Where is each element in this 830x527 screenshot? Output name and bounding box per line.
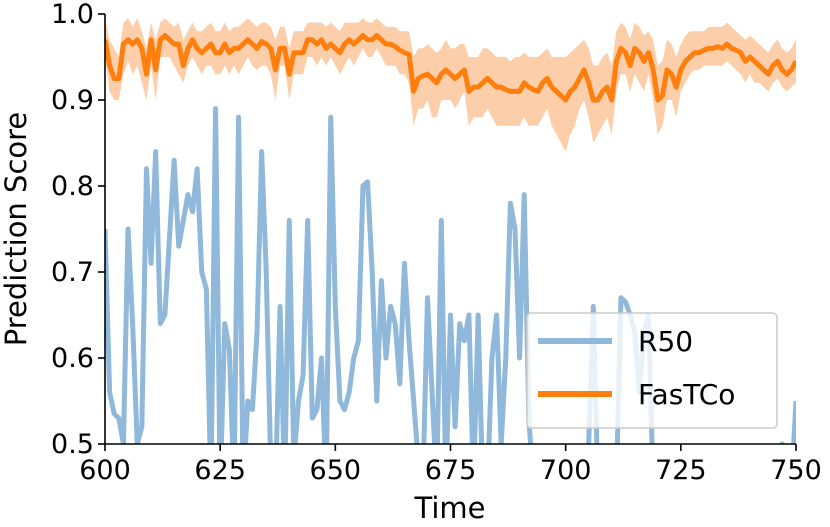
- series-lines: [105, 33, 796, 444]
- y-tick-label: 0.8: [51, 171, 94, 202]
- y-tick-label: 0.6: [51, 343, 94, 374]
- confidence-band-fastco: [105, 18, 796, 152]
- legend-label-fastco: FasTCo: [638, 378, 735, 411]
- legend: R50 FasTCo: [526, 312, 778, 429]
- fastco-confidence-band: [105, 18, 796, 152]
- y-axis-ticks: 0.5 0.6 0.7 0.8 0.9 1.0: [51, 0, 105, 460]
- y-tick-label: 0.5: [51, 429, 94, 460]
- x-tick-label: 700: [540, 455, 592, 486]
- series-line-r50: [105, 106, 796, 444]
- y-tick-label: 0.9: [51, 85, 94, 116]
- series-line-fastco: [105, 33, 796, 103]
- x-tick-label: 725: [655, 455, 707, 486]
- y-tick-label: 1.0: [51, 0, 94, 30]
- x-axis-title: Time: [414, 491, 486, 525]
- x-tick-label: 600: [79, 455, 131, 486]
- x-tick-label: 750: [770, 455, 822, 486]
- x-tick-label: 650: [310, 455, 362, 486]
- legend-label-r50: R50: [638, 325, 693, 358]
- y-axis-title: Prediction Score: [0, 112, 33, 347]
- y-tick-label: 0.7: [51, 257, 94, 288]
- x-axis-ticks: 600 625 650 675 700 725 750: [79, 444, 822, 486]
- x-tick-label: 625: [194, 455, 246, 486]
- x-tick-label: 675: [425, 455, 477, 486]
